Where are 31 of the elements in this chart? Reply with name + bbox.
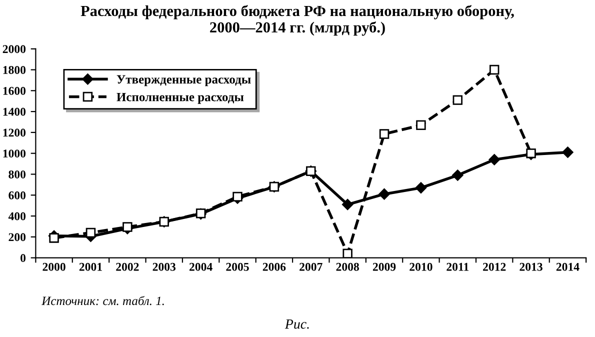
y-tick-label: 0: [20, 254, 26, 262]
y-tick-label: 1000: [3, 150, 26, 158]
legend-label: Исполненные расходы: [116, 92, 244, 104]
x-tick-label: 2008: [336, 262, 359, 271]
x-tick-label: 2002: [116, 262, 139, 271]
x-tick-label: 2004: [190, 262, 212, 271]
x-tick-label: 2010: [410, 262, 432, 271]
x-tick-label: 2012: [483, 262, 506, 271]
y-tick-label: 1400: [3, 108, 26, 116]
x-tick-label: 2005: [226, 262, 249, 271]
x-tick-label: 2011: [446, 262, 469, 271]
legend-label: Утвержденные расходы: [116, 75, 251, 86]
text: Источник: см. табл. 1.: [42, 296, 164, 306]
x-tick-label: 2006: [262, 262, 286, 271]
y-tick-label: 1600: [3, 86, 26, 95]
x-tick-label: 2007: [300, 262, 322, 271]
y-tick-label: 200: [8, 233, 26, 242]
chart-title: Расходы федерального бюджета РФ на национальную оборону, 2000—2014 гг. (млрд руб.): [80, 5, 514, 36]
y-tick-label: 1800: [3, 66, 26, 74]
x-tick-label: 2001: [79, 262, 102, 271]
y-tick-label: 600: [8, 191, 26, 200]
x-tick-label: 2000: [42, 262, 66, 271]
x-tick-label: 2003: [152, 262, 176, 271]
y-tick-label: 2000: [2, 45, 26, 54]
x-tick-label: 2013: [520, 262, 542, 271]
text: Рис.: [284, 319, 309, 329]
x-tick-label: 2009: [372, 262, 396, 271]
y-tick-label: 800: [8, 170, 26, 178]
y-tick-label: 1200: [3, 128, 26, 137]
y-tick-label: 400: [8, 212, 26, 220]
x-tick-label: 2014: [556, 262, 580, 271]
